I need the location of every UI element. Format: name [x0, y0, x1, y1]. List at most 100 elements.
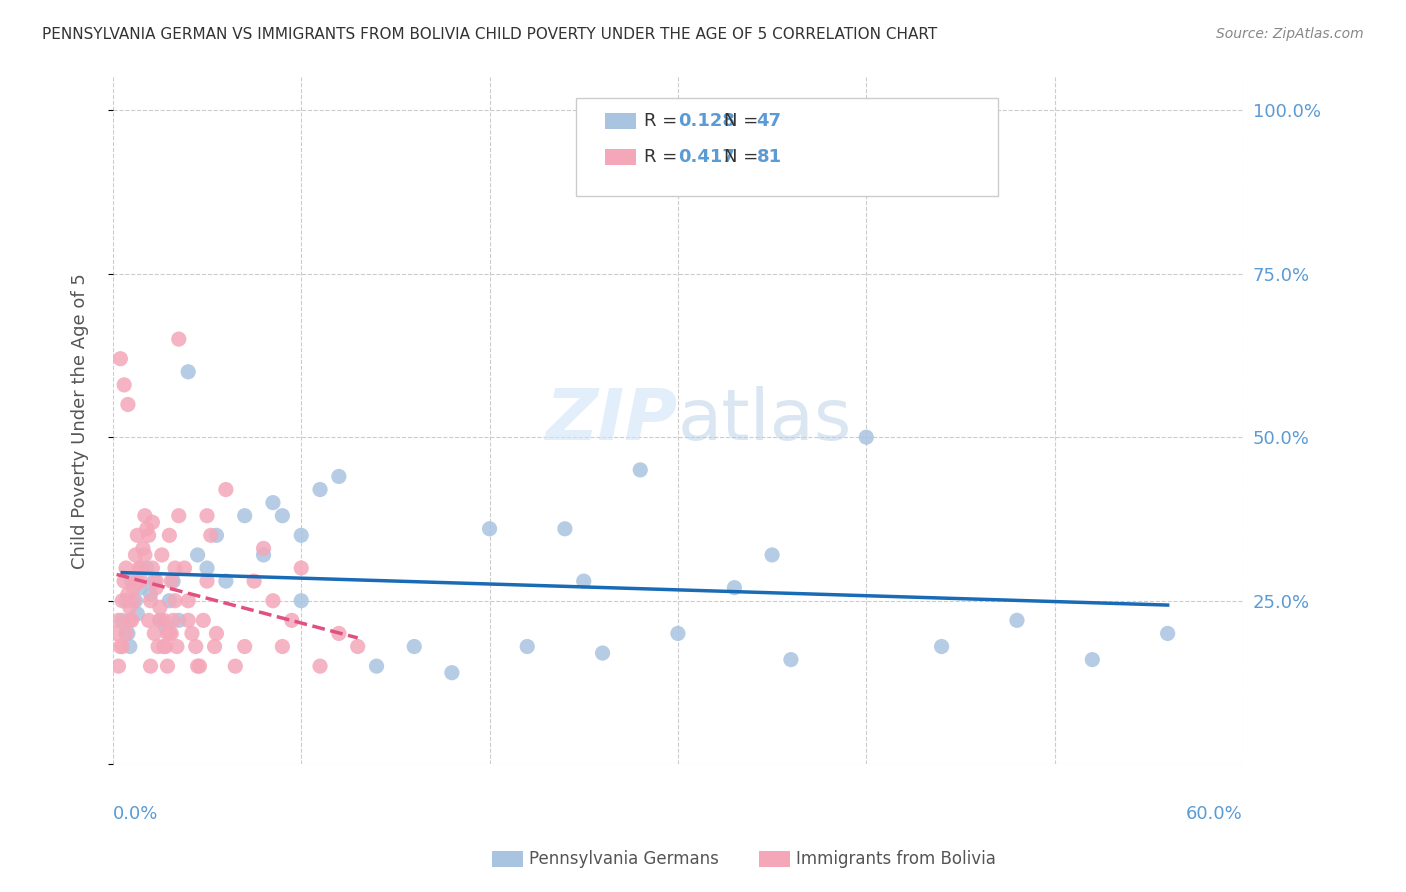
- Point: [167, 508, 190, 523]
- Point: [173, 561, 195, 575]
- Point: [572, 574, 595, 588]
- Point: [134, 548, 156, 562]
- Text: N =: N =: [724, 112, 763, 130]
- Point: [666, 626, 689, 640]
- Point: [193, 613, 215, 627]
- Point: [107, 613, 129, 627]
- Point: [215, 574, 238, 588]
- Point: [107, 659, 129, 673]
- Point: [150, 548, 173, 562]
- Point: [243, 574, 266, 588]
- Point: [149, 613, 172, 627]
- Point: [135, 522, 157, 536]
- Point: [139, 587, 162, 601]
- Point: [124, 548, 146, 562]
- Point: [167, 613, 190, 627]
- Point: [129, 581, 152, 595]
- Point: [163, 593, 186, 607]
- Point: [139, 593, 162, 607]
- Point: [163, 561, 186, 575]
- Point: [112, 574, 135, 588]
- Point: [115, 593, 138, 607]
- Point: [129, 561, 152, 575]
- Point: [290, 561, 312, 575]
- Point: [157, 528, 180, 542]
- Point: [1005, 613, 1028, 627]
- Point: [105, 626, 128, 640]
- Point: [138, 613, 160, 627]
- Point: [592, 646, 614, 660]
- Point: [195, 561, 218, 575]
- Point: [110, 351, 132, 366]
- Point: [145, 574, 167, 588]
- Point: [187, 659, 209, 673]
- Point: [309, 483, 332, 497]
- Point: [328, 626, 350, 640]
- Point: [780, 652, 803, 666]
- Point: [205, 626, 228, 640]
- Point: [118, 640, 141, 654]
- Point: [143, 574, 166, 588]
- Point: [1156, 626, 1178, 640]
- Point: [516, 640, 538, 654]
- Point: [127, 574, 149, 588]
- Point: [366, 659, 388, 673]
- Text: 81: 81: [756, 148, 782, 166]
- Point: [157, 593, 180, 607]
- Point: [262, 593, 284, 607]
- Text: Immigrants from Bolivia: Immigrants from Bolivia: [796, 850, 995, 868]
- Point: [141, 561, 163, 575]
- Point: [124, 593, 146, 607]
- Text: Pennsylvania Germans: Pennsylvania Germans: [529, 850, 718, 868]
- Point: [855, 430, 877, 444]
- Point: [346, 640, 368, 654]
- Point: [156, 626, 179, 640]
- Text: 60.0%: 60.0%: [1187, 805, 1243, 823]
- Point: [262, 495, 284, 509]
- Point: [138, 528, 160, 542]
- Point: [554, 522, 576, 536]
- Point: [224, 659, 246, 673]
- Point: [440, 665, 463, 680]
- Point: [134, 508, 156, 523]
- Text: ZIP: ZIP: [546, 386, 678, 455]
- Text: 47: 47: [756, 112, 782, 130]
- Text: Source: ZipAtlas.com: Source: ZipAtlas.com: [1216, 27, 1364, 41]
- Point: [187, 548, 209, 562]
- Point: [112, 377, 135, 392]
- Point: [177, 365, 200, 379]
- Point: [141, 515, 163, 529]
- Point: [233, 508, 256, 523]
- Point: [290, 593, 312, 607]
- Point: [215, 483, 238, 497]
- Point: [117, 626, 139, 640]
- Point: [1081, 652, 1104, 666]
- Text: N =: N =: [724, 148, 763, 166]
- Point: [200, 528, 222, 542]
- Point: [149, 613, 172, 627]
- Point: [128, 561, 150, 575]
- Point: [129, 574, 152, 588]
- Point: [723, 581, 745, 595]
- Point: [155, 620, 177, 634]
- Point: [162, 574, 184, 588]
- Point: [110, 640, 132, 654]
- Point: [121, 613, 143, 627]
- Point: [115, 626, 138, 640]
- Point: [117, 587, 139, 601]
- Point: [127, 607, 149, 621]
- Point: [271, 508, 294, 523]
- Point: [177, 613, 200, 627]
- Point: [404, 640, 426, 654]
- Point: [118, 613, 141, 627]
- Y-axis label: Child Poverty Under the Age of 5: Child Poverty Under the Age of 5: [72, 273, 89, 569]
- Point: [628, 463, 651, 477]
- Point: [149, 600, 172, 615]
- Point: [132, 541, 155, 556]
- Point: [177, 593, 200, 607]
- Point: [309, 659, 332, 673]
- Point: [204, 640, 226, 654]
- Point: [111, 640, 134, 654]
- Point: [328, 469, 350, 483]
- Point: [111, 593, 134, 607]
